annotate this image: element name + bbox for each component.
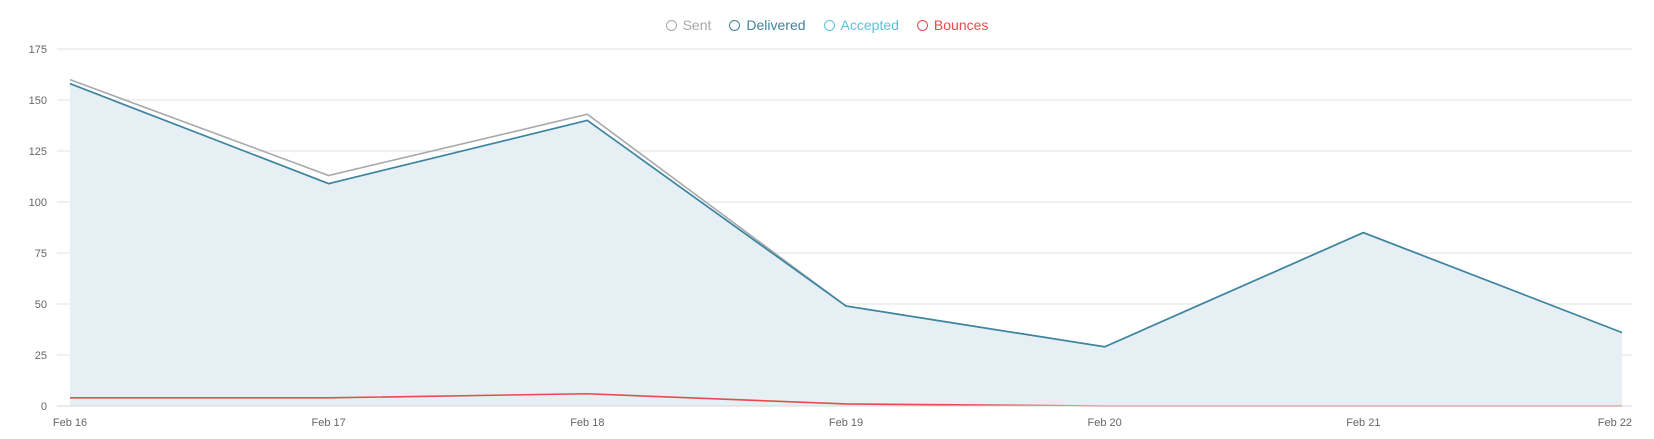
legend-label: Sent bbox=[682, 17, 712, 33]
x-tick-label: Feb 22 bbox=[1598, 417, 1632, 429]
x-tick-label: Feb 17 bbox=[312, 417, 346, 429]
y-tick-label: 150 bbox=[29, 95, 47, 107]
legend-circle-icon bbox=[916, 19, 928, 31]
y-tick-label: 0 bbox=[41, 401, 47, 413]
y-tick-label: 100 bbox=[29, 197, 47, 209]
legend-item-sent[interactable]: Sent bbox=[665, 17, 712, 33]
y-tick-label: 25 bbox=[35, 350, 47, 362]
legend-label: Accepted bbox=[840, 17, 899, 33]
legend-item-accepted[interactable]: Accepted bbox=[823, 17, 899, 33]
legend-label: Delivered bbox=[746, 17, 806, 33]
legend-item-bounces[interactable]: Bounces bbox=[916, 17, 989, 33]
x-tick-label: Feb 21 bbox=[1346, 417, 1380, 429]
legend-label: Bounces bbox=[933, 17, 989, 33]
legend: Sent Delivered Accepted Bounces bbox=[0, 17, 1654, 33]
x-tick-label: Feb 20 bbox=[1088, 417, 1122, 429]
legend-circle-icon bbox=[823, 19, 835, 31]
y-tick-label: 50 bbox=[35, 299, 47, 311]
x-tick-label: Feb 18 bbox=[570, 417, 604, 429]
y-tick-label: 75 bbox=[35, 248, 47, 260]
x-tick-label: Feb 16 bbox=[53, 417, 87, 429]
y-tick-label: 175 bbox=[29, 44, 47, 56]
series-line-delivered[interactable] bbox=[69, 82, 1623, 348]
legend-circle-icon bbox=[729, 19, 741, 31]
legend-item-delivered[interactable]: Delivered bbox=[729, 17, 806, 33]
delivered-area bbox=[70, 83, 1622, 407]
x-tick-label: Feb 19 bbox=[829, 417, 863, 429]
legend-circle-icon bbox=[665, 19, 677, 31]
y-tick-label: 125 bbox=[29, 146, 47, 158]
